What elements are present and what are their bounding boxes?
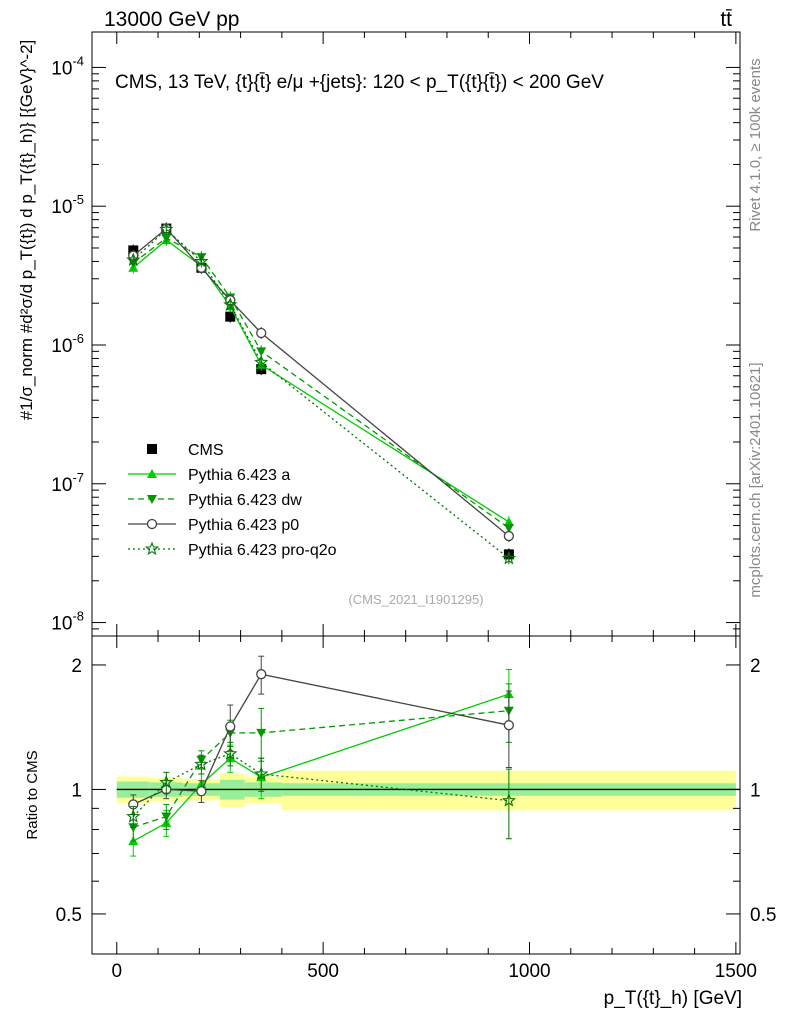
x-tick-label: 500	[307, 961, 339, 982]
x-tick-label: 1000	[508, 961, 550, 982]
main-panel: 10-8 10-7 10-6 10-5 10-4 CMS, 13 TeV, {t}{t̄…	[17, 31, 741, 637]
series-cms	[128, 222, 514, 561]
ratio-y-axis-label: Ratio to CMS	[24, 750, 41, 839]
legend-marker	[147, 444, 157, 454]
legend-entry: Pythia 6.423 pro-q2o	[128, 541, 337, 559]
data-point	[254, 354, 269, 369]
legend-label: Pythia 6.423 dw	[188, 492, 302, 509]
x-tick-label: 1500	[715, 961, 757, 982]
legend-entry: Pythia 6.423 a	[128, 467, 290, 484]
ratio-point	[161, 812, 172, 822]
ratio-point	[126, 809, 141, 823]
legend-entry: Pythia 6.423 p0	[128, 517, 299, 534]
final-state-label: tt̄	[720, 8, 732, 31]
ratio-line	[133, 710, 509, 828]
series-line	[132, 228, 510, 559]
ratio-point	[254, 766, 269, 781]
y-tick-label: 10-7	[51, 470, 84, 496]
main-title: CMS, 13 TeV, {t}{t̄} e/μ +{jets}: 120 < …	[115, 72, 604, 93]
ratio-point	[159, 774, 174, 789]
data-point	[256, 347, 267, 357]
data-point	[256, 327, 267, 339]
ratio-line	[133, 673, 510, 805]
data-point	[225, 311, 236, 322]
x-axis-label: p_T({t}_h) [GeV]	[604, 988, 742, 1009]
ratio-series-pythia-6-423-p0	[128, 655, 515, 815]
legend-label: CMS	[188, 442, 224, 459]
data-point	[503, 517, 514, 527]
legend-entry: Pythia 6.423 dw	[128, 492, 302, 509]
ratio-y-tick-label: 1	[71, 780, 82, 801]
ratio-line	[132, 752, 509, 817]
x-tick-label: 0	[111, 961, 122, 982]
ratio-series-pythia-6-423-pro-q2o	[126, 741, 517, 840]
data-point	[194, 253, 209, 268]
series-line	[132, 227, 510, 537]
legend-label: Pythia 6.423 pro-q2o	[188, 542, 337, 559]
ratio-y-tick-label: 2	[71, 656, 82, 677]
ratio-series-pythia-6-423-a	[128, 669, 514, 857]
legend-marker	[146, 518, 158, 530]
data-point	[161, 234, 172, 244]
y-tick-label: 10-8	[51, 609, 84, 635]
data-point	[503, 524, 514, 534]
series-line	[132, 239, 510, 523]
data-point	[223, 297, 238, 311]
ratio-y-tick-label: 0.5	[56, 905, 82, 926]
ratio-y-tick-label-right: 1	[750, 780, 761, 801]
y-axis-label: #1/σ_norm #d²σ/d p_T({t}) d p_T({t}_h)} …	[17, 40, 36, 421]
data-point	[501, 550, 517, 565]
series-pythia-6-423-pro-q2o	[126, 222, 517, 565]
legend-marker	[147, 469, 157, 478]
series-pythia-6-423-p0	[128, 222, 515, 543]
y-tick-label: 10-4	[51, 53, 84, 79]
y-tick-label: 10-5	[51, 192, 84, 218]
ratio-point	[223, 746, 238, 760]
ratio-line	[132, 693, 510, 842]
process-label: 13000 GeV pp	[104, 8, 239, 31]
ratio-y-tick-label-right: 0.5	[750, 905, 776, 926]
series-pythia-6-423-a	[128, 234, 514, 529]
data-point	[159, 222, 174, 236]
ratio-point	[256, 669, 267, 680]
ratio-point	[225, 721, 236, 732]
ratio-y-tick-label-right: 2	[750, 656, 761, 677]
legend-label: Pythia 6.423 p0	[188, 517, 299, 534]
ratio-panel: 0 500 1000 1500 0.5 0.5 1 1 2 2 Ratio to CMS p_T(…	[24, 635, 776, 1009]
legend-marker	[144, 541, 160, 556]
ratio-point	[256, 728, 267, 738]
legend-marker	[147, 495, 157, 504]
ratio-panel-frame	[91, 635, 741, 955]
ratio-series-pythia-6-423-dw	[128, 683, 514, 842]
ratio-point	[501, 793, 517, 807]
analysis-watermark: (CMS_2021_I1901295)	[348, 592, 483, 607]
ratio-point	[194, 756, 209, 771]
y-tick-label: 10-6	[51, 331, 84, 357]
rivet-version-label: Rivet 4.1.0, ≥ 100k events	[747, 58, 764, 231]
legend-entry: CMS	[147, 442, 224, 459]
ratio-point	[503, 720, 515, 731]
data-point	[126, 252, 141, 267]
data-point	[503, 530, 515, 542]
ratio-point	[196, 786, 207, 797]
series-line	[132, 237, 510, 529]
legend: CMS Pythia 6.423 a Pythia 6.423 dw Pythia 6…	[128, 442, 337, 559]
legend-label: Pythia 6.423 a	[188, 467, 290, 484]
mcplots-label: mcplots.cern.ch [arXiv:2401.10621]	[747, 362, 764, 597]
